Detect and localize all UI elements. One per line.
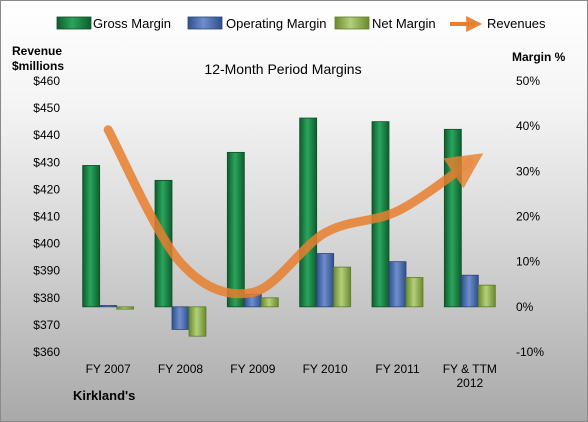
bar-net-margin	[333, 266, 352, 308]
bar-net-margin	[405, 277, 424, 308]
left-tick-label: $390	[33, 264, 60, 278]
left-tick-label: $400	[33, 237, 60, 251]
left-tick-label: $420	[33, 182, 60, 196]
right-tick-label: 40%	[516, 119, 540, 133]
left-tick-label: $440	[33, 128, 60, 142]
category-label: FY 2010	[303, 362, 348, 376]
category-label: FY & TTM 2012	[443, 362, 497, 390]
bar-operating-margin	[99, 305, 118, 308]
left-tick-label: $380	[33, 291, 60, 305]
bar-gross-margin	[443, 128, 462, 308]
company-label: Kirkland's	[73, 388, 135, 403]
left-tick-label: $410	[33, 210, 60, 224]
right-tick-label: 30%	[516, 164, 540, 178]
left-axis-title-line1: Revenue	[12, 44, 62, 58]
left-tick-label: $460	[33, 74, 60, 88]
right-tick-label: 10%	[516, 255, 540, 269]
bar-gross-margin	[299, 117, 318, 308]
left-axis-title-line2: $millions	[12, 59, 64, 73]
bar-net-margin	[116, 306, 135, 310]
legend: Gross Margin Operating Margin Net Margin…	[56, 16, 546, 32]
right-axis-title: Margin %	[512, 50, 566, 64]
category-label: FY 2011	[375, 362, 420, 376]
bar-operating-margin	[460, 274, 479, 308]
right-tick-label: 50%	[516, 74, 540, 88]
category-label: FY 2008	[158, 362, 203, 376]
bar-operating-margin	[388, 261, 407, 308]
legend-label-revenues: Revenues	[487, 16, 546, 31]
legend-label-operating-margin: Operating Margin	[226, 16, 326, 31]
left-tick-label: $450	[33, 101, 60, 115]
legend-swatch-gross-margin	[56, 16, 92, 30]
category-label: FY 2007	[86, 362, 131, 376]
legend-label-net-margin: Net Margin	[372, 16, 436, 31]
revenues-line	[103, 125, 484, 299]
bar-operating-margin	[316, 253, 335, 308]
left-tick-label: $360	[33, 345, 60, 359]
right-tick-label: -10%	[516, 345, 544, 359]
left-tick-label: $370	[33, 318, 60, 332]
bar-net-margin	[477, 284, 496, 308]
category-label: FY 2009	[230, 362, 275, 376]
bar-net-margin	[260, 297, 279, 308]
legend-swatch-net-margin	[334, 16, 370, 30]
right-tick-label: 20%	[516, 210, 540, 224]
bar-gross-margin	[82, 165, 101, 308]
right-tick-label: 0%	[516, 300, 534, 314]
bar-gross-margin	[226, 151, 245, 308]
bar-operating-margin	[171, 306, 190, 330]
left-tick-label: $430	[33, 155, 60, 169]
bar-net-margin	[188, 306, 207, 337]
legend-swatch-operating-margin	[187, 16, 223, 30]
chart-title: 12-Month Period Margins	[204, 61, 361, 77]
legend-label-gross-margin: Gross Margin	[93, 16, 171, 31]
